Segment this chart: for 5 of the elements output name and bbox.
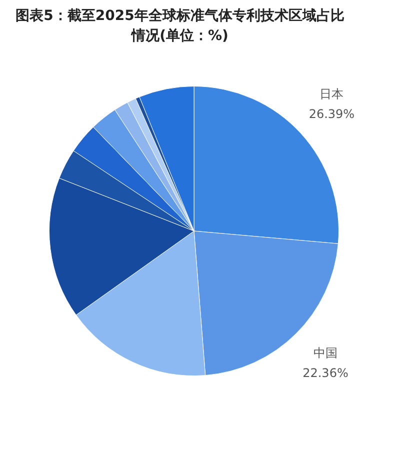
slice-label: 中国 bbox=[313, 346, 338, 360]
data-label: 22.36% bbox=[302, 366, 348, 380]
slice-label: 日本 bbox=[320, 86, 344, 101]
data-label: 26.39% bbox=[308, 106, 355, 121]
chart-title: 图表5：截至2025年全球标准气体专利技术区域占比情况(单位：%) bbox=[14, 7, 346, 46]
